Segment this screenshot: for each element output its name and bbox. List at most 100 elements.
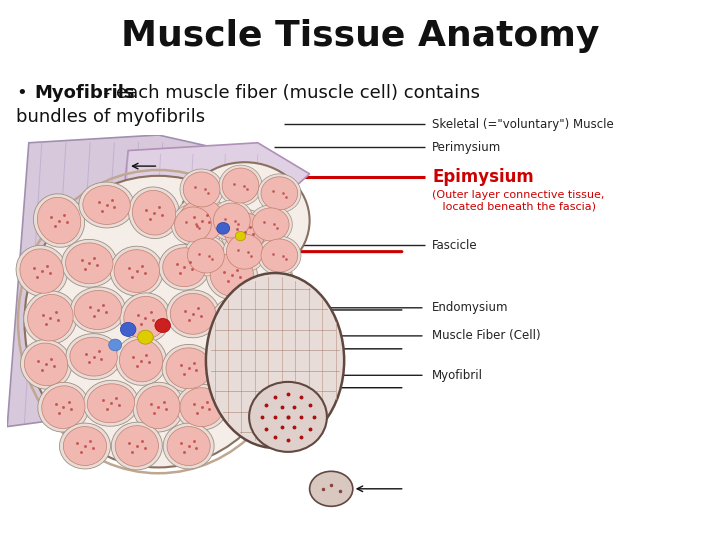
Text: Epimysium: Epimysium (432, 168, 534, 186)
Ellipse shape (261, 177, 298, 210)
Ellipse shape (87, 384, 135, 423)
Ellipse shape (187, 238, 225, 273)
Ellipse shape (223, 231, 266, 272)
Ellipse shape (213, 203, 251, 238)
Ellipse shape (83, 186, 130, 225)
Circle shape (235, 232, 246, 241)
Text: Myofibril: Myofibril (432, 369, 483, 382)
Ellipse shape (163, 248, 206, 287)
Ellipse shape (249, 205, 292, 244)
Ellipse shape (24, 343, 68, 386)
Ellipse shape (211, 349, 253, 388)
Ellipse shape (162, 345, 215, 392)
Ellipse shape (133, 382, 184, 432)
Ellipse shape (163, 423, 214, 469)
Ellipse shape (252, 208, 289, 241)
Ellipse shape (210, 200, 253, 241)
Ellipse shape (180, 162, 310, 279)
Ellipse shape (16, 245, 68, 297)
Ellipse shape (215, 300, 258, 343)
Ellipse shape (184, 235, 228, 276)
Ellipse shape (171, 204, 215, 245)
Ellipse shape (180, 388, 223, 427)
Ellipse shape (60, 423, 110, 469)
Ellipse shape (210, 254, 253, 296)
Ellipse shape (180, 169, 223, 210)
Ellipse shape (84, 380, 138, 426)
Ellipse shape (166, 348, 212, 389)
Ellipse shape (132, 191, 176, 235)
Ellipse shape (24, 176, 292, 468)
Ellipse shape (120, 293, 171, 342)
Ellipse shape (63, 427, 107, 465)
Circle shape (249, 382, 327, 452)
Text: Endomysium: Endomysium (432, 301, 508, 314)
Ellipse shape (33, 194, 85, 247)
Ellipse shape (66, 334, 121, 380)
Ellipse shape (167, 427, 210, 465)
Ellipse shape (110, 246, 163, 296)
Ellipse shape (220, 210, 269, 255)
Circle shape (138, 330, 153, 344)
Ellipse shape (129, 187, 179, 239)
Ellipse shape (159, 244, 210, 290)
Ellipse shape (137, 386, 180, 429)
Ellipse shape (27, 294, 73, 341)
Ellipse shape (66, 243, 113, 284)
Ellipse shape (20, 340, 72, 389)
Ellipse shape (42, 386, 85, 429)
Ellipse shape (258, 174, 301, 213)
Ellipse shape (261, 239, 298, 272)
Ellipse shape (226, 234, 264, 269)
Text: Perimysium: Perimysium (432, 141, 501, 154)
Ellipse shape (174, 207, 212, 242)
Ellipse shape (79, 182, 134, 228)
Ellipse shape (114, 249, 160, 293)
Ellipse shape (37, 197, 81, 244)
Ellipse shape (207, 346, 256, 391)
Text: Muscle Tissue Anatomy: Muscle Tissue Anatomy (121, 19, 599, 53)
Text: Myofibrils: Myofibrils (35, 84, 135, 102)
Text: Muscle Fiber (Cell): Muscle Fiber (Cell) (432, 329, 541, 342)
Ellipse shape (24, 291, 77, 345)
Polygon shape (7, 135, 245, 427)
Polygon shape (102, 143, 310, 407)
Ellipse shape (166, 290, 220, 338)
Ellipse shape (224, 213, 266, 252)
Ellipse shape (38, 382, 89, 432)
Text: (Outer layer connective tissue,
   located beneath the fascia): (Outer layer connective tissue, located … (432, 190, 604, 212)
Ellipse shape (222, 168, 259, 203)
Ellipse shape (120, 339, 163, 382)
Ellipse shape (221, 384, 260, 423)
Ellipse shape (116, 336, 166, 386)
Ellipse shape (71, 287, 125, 333)
Ellipse shape (175, 195, 228, 245)
Ellipse shape (74, 291, 122, 329)
Ellipse shape (70, 337, 117, 376)
Text: Fascicle: Fascicle (432, 239, 477, 252)
Ellipse shape (124, 296, 167, 339)
Ellipse shape (217, 380, 264, 426)
Text: - each muscle fiber (muscle cell) contains: - each muscle fiber (muscle cell) contai… (98, 84, 480, 102)
Ellipse shape (258, 236, 301, 275)
Ellipse shape (176, 384, 227, 430)
Ellipse shape (206, 273, 344, 448)
Ellipse shape (62, 239, 117, 287)
Text: bundles of myofibrils: bundles of myofibrils (16, 108, 205, 126)
Circle shape (217, 222, 230, 234)
Text: •: • (16, 84, 27, 102)
Circle shape (120, 322, 136, 336)
Ellipse shape (20, 249, 63, 293)
Ellipse shape (115, 426, 158, 467)
Ellipse shape (310, 471, 353, 507)
Ellipse shape (211, 297, 261, 347)
Ellipse shape (207, 250, 257, 300)
Circle shape (109, 339, 122, 351)
Text: Skeletal (="voluntary") Muscle: Skeletal (="voluntary") Muscle (432, 118, 613, 131)
Circle shape (155, 319, 171, 333)
Ellipse shape (112, 422, 162, 470)
Ellipse shape (219, 165, 262, 206)
Ellipse shape (179, 199, 225, 242)
Ellipse shape (183, 172, 220, 207)
Ellipse shape (170, 293, 216, 334)
